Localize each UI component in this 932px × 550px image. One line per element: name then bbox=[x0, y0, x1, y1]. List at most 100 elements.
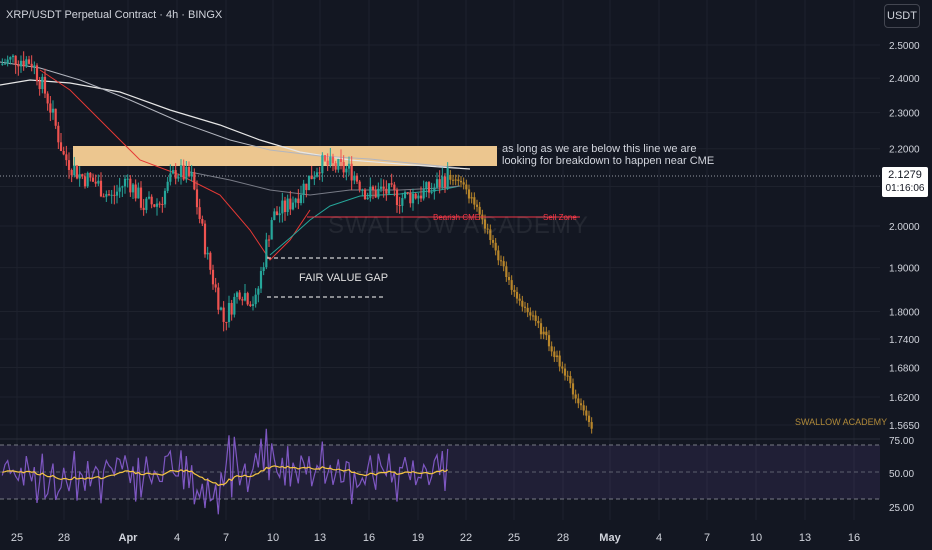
candle-body bbox=[387, 183, 391, 194]
candle-body bbox=[251, 304, 255, 306]
time-tick-label: 25 bbox=[508, 532, 520, 544]
candle-body bbox=[166, 181, 169, 191]
candle-body bbox=[169, 173, 172, 182]
candle-body bbox=[270, 220, 273, 240]
projection-bar bbox=[531, 315, 535, 317]
projection-bar bbox=[451, 179, 455, 181]
price-tick-label: 2.0000 bbox=[889, 222, 920, 233]
candle-body bbox=[195, 189, 199, 208]
candle-body bbox=[358, 181, 361, 190]
candle-body bbox=[177, 176, 180, 179]
candle-body bbox=[374, 190, 377, 198]
candle-body bbox=[398, 205, 401, 207]
candle-body bbox=[345, 168, 348, 173]
candle-body bbox=[334, 163, 337, 170]
candle-body bbox=[246, 293, 249, 305]
candle-body bbox=[331, 156, 335, 164]
ma-white bbox=[0, 79, 471, 170]
candle-body bbox=[35, 65, 39, 82]
candle-body bbox=[193, 172, 196, 190]
candle-body bbox=[377, 188, 380, 198]
candle-body bbox=[153, 204, 156, 207]
candle-body bbox=[342, 161, 345, 173]
rsi-tick-label: 25.00 bbox=[889, 503, 914, 514]
candle-body bbox=[155, 203, 159, 207]
currency-button[interactable]: USDT bbox=[884, 4, 920, 28]
projection-bar bbox=[507, 277, 511, 281]
projection-bar bbox=[553, 351, 556, 358]
candle-body bbox=[185, 166, 188, 180]
candle-body bbox=[411, 193, 415, 204]
candle-body bbox=[446, 167, 449, 188]
candle-body bbox=[307, 175, 311, 191]
candle-body bbox=[313, 176, 316, 180]
candle-body bbox=[134, 184, 137, 199]
candle-body bbox=[171, 170, 175, 174]
projection-bar bbox=[505, 266, 508, 278]
candle-body bbox=[355, 175, 359, 182]
price-tick-label: 1.5650 bbox=[889, 421, 920, 432]
candle-body bbox=[267, 239, 271, 241]
candle-body bbox=[425, 182, 428, 190]
candle-body bbox=[283, 200, 287, 213]
time-tick-label: 10 bbox=[267, 532, 279, 544]
time-tick-label: Apr bbox=[119, 532, 139, 544]
price-tick-label: 1.6200 bbox=[889, 393, 920, 404]
candle-body bbox=[369, 186, 372, 198]
price-axis: 2.50002.40002.30002.20002.10002.00001.90… bbox=[889, 41, 920, 432]
projection-bar bbox=[459, 180, 463, 183]
projection-bar bbox=[502, 261, 505, 267]
projection-bar bbox=[465, 184, 468, 190]
time-tick-label: May bbox=[599, 532, 621, 544]
price-tick-label: 1.8000 bbox=[889, 308, 920, 319]
projection-bar bbox=[545, 331, 548, 336]
candle-body bbox=[19, 60, 23, 67]
time-tick-label: 13 bbox=[799, 532, 811, 544]
projection-bar bbox=[582, 405, 585, 411]
resistance-annotation: as long as we are below this line we are… bbox=[502, 143, 714, 167]
candle-body bbox=[243, 293, 247, 301]
brand-label: SWALLOW ACADEMY bbox=[795, 417, 888, 427]
candle-body bbox=[326, 160, 329, 166]
projection-bar bbox=[513, 289, 516, 292]
projection-bar bbox=[577, 398, 580, 404]
candle-body bbox=[401, 198, 404, 206]
projection-bar bbox=[467, 189, 471, 199]
projection-bar bbox=[550, 346, 553, 352]
candle-body bbox=[163, 190, 167, 205]
candle-body bbox=[206, 252, 209, 255]
candle-body bbox=[123, 178, 127, 187]
projection-bar bbox=[587, 415, 591, 423]
ma-grey bbox=[0, 61, 461, 169]
candle-body bbox=[393, 184, 396, 190]
resistance-note-line1: as long as we are below this line we are bbox=[502, 143, 697, 155]
candle-body bbox=[3, 63, 7, 65]
time-tick-label: 28 bbox=[58, 532, 70, 544]
candle-body bbox=[89, 172, 92, 178]
candle-body bbox=[278, 213, 281, 216]
candle-body bbox=[441, 176, 444, 188]
candle-body bbox=[217, 287, 220, 310]
projection-bar bbox=[569, 375, 572, 384]
candle-body bbox=[315, 172, 319, 177]
candle-body bbox=[353, 175, 356, 181]
projection-bar bbox=[486, 228, 489, 230]
time-tick-label: 22 bbox=[460, 532, 472, 544]
candle-body bbox=[27, 59, 31, 64]
candle-body bbox=[262, 267, 265, 272]
candle-body bbox=[318, 172, 321, 174]
time-tick-label: 13 bbox=[314, 532, 326, 544]
candle-body bbox=[70, 169, 73, 176]
candle-body bbox=[203, 223, 207, 255]
projection-bar bbox=[494, 242, 497, 251]
time-tick-label: 10 bbox=[750, 532, 762, 544]
candle-body bbox=[201, 218, 204, 224]
time-tick-label: 19 bbox=[412, 532, 424, 544]
candle-body bbox=[105, 194, 108, 197]
resistance-note-line2: looking for breakdown to happen near CME bbox=[502, 155, 715, 167]
candle-body bbox=[22, 60, 25, 67]
candle-body bbox=[198, 207, 201, 219]
candle-body bbox=[81, 174, 84, 177]
candle-body bbox=[86, 172, 89, 187]
